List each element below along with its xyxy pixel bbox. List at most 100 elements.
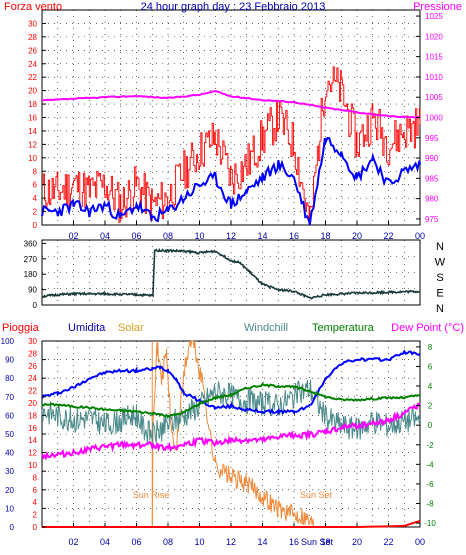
humidity-tick-label: 80 bbox=[5, 374, 14, 383]
wind-tick-label: 6 bbox=[33, 181, 38, 190]
x-tick-label: 18 bbox=[320, 537, 330, 547]
legend-pioggia: Pioggia bbox=[2, 322, 40, 334]
solar-tick-label: 30 bbox=[28, 337, 37, 346]
compass-label: N bbox=[436, 241, 444, 253]
pressure-tick-label: 990 bbox=[425, 154, 439, 163]
x-tick-label: 10 bbox=[194, 537, 204, 547]
temperature-tick-label: -4 bbox=[426, 460, 434, 469]
humidity-tick-label: 20 bbox=[5, 486, 14, 495]
x-tick-label: 08 bbox=[163, 231, 173, 241]
wind-tick-label: 10 bbox=[28, 154, 37, 163]
wind-direction-series bbox=[41, 248, 421, 300]
pressure-tick-label: 1000 bbox=[425, 114, 443, 123]
temperature-tick-label: 8 bbox=[428, 343, 433, 352]
x-tick-label: 20 bbox=[352, 231, 362, 241]
x-tick-label: 22 bbox=[383, 231, 393, 241]
solar-series bbox=[151, 340, 317, 528]
x-tick-label: 14 bbox=[257, 537, 267, 547]
wind-direction-series bbox=[41, 248, 421, 300]
solar-tick-label: 8 bbox=[33, 473, 38, 482]
pressure-tick-label: 985 bbox=[425, 174, 439, 183]
wind-tick-label: 22 bbox=[28, 73, 37, 82]
humidity-tick-label: 50 bbox=[5, 430, 14, 439]
pressure-tick-label: 980 bbox=[425, 195, 439, 204]
x-tick-label: 06 bbox=[131, 231, 141, 241]
wind-tick-label: 26 bbox=[28, 46, 37, 55]
solar-tick-label: 26 bbox=[28, 362, 37, 371]
legend-umidita: Umidita bbox=[68, 322, 106, 334]
sun-set-axis-annotation: Sun Set bbox=[301, 537, 334, 547]
solar-tick-label: 6 bbox=[33, 486, 38, 495]
pressure-tick-label: 995 bbox=[425, 134, 439, 143]
x-tick-label: 18 bbox=[320, 231, 330, 241]
x-tick-label: 22 bbox=[383, 537, 393, 547]
wind-tick-label: 30 bbox=[28, 19, 37, 28]
solar-tick-label: 22 bbox=[28, 387, 37, 396]
humidity-tick-label: 0 bbox=[10, 523, 15, 532]
solar-tick-label: 28 bbox=[28, 349, 37, 358]
x-tick-label: 00 bbox=[415, 537, 425, 547]
x-tick-label: 02 bbox=[68, 231, 78, 241]
solar-tick-label: 20 bbox=[28, 399, 37, 408]
pressure-tick-label: 1015 bbox=[425, 53, 443, 62]
pressure-tick-label: 1025 bbox=[425, 12, 443, 21]
pressure-tick-label: 975 bbox=[425, 215, 439, 224]
compass-label: S bbox=[436, 272, 443, 284]
temperature-tick-label: 4 bbox=[428, 382, 433, 391]
solar-tick-label: 2 bbox=[33, 511, 38, 520]
time-axis-top: 02 04 06 08 10 12 14 16 18 20 22 00 bbox=[68, 221, 425, 241]
weather-grid bbox=[42, 341, 420, 527]
wind-direction-plot-frame bbox=[41, 239, 421, 306]
direction-tick-label: 180 bbox=[24, 270, 38, 279]
humidity-tick-label: 60 bbox=[5, 411, 14, 420]
humidity-series bbox=[41, 349, 421, 416]
x-tick-label: 02 bbox=[68, 537, 78, 547]
solar-tick-label: 4 bbox=[33, 498, 38, 507]
x-tick-label: 16 bbox=[289, 537, 299, 547]
temperature-tick-label: 0 bbox=[428, 421, 433, 430]
solar-tick-label: 18 bbox=[28, 411, 37, 420]
direction-tick-label: 90 bbox=[28, 286, 37, 295]
wind-axis-label: Forza vento bbox=[4, 1, 62, 13]
legend-windchill: Windchill bbox=[244, 322, 288, 334]
wind-tick-label: 2 bbox=[33, 208, 38, 217]
compass-label: W bbox=[435, 257, 446, 269]
solar-tick-label: 10 bbox=[28, 461, 37, 470]
wind-tick-label: 14 bbox=[28, 127, 37, 136]
windchill-series bbox=[41, 379, 421, 445]
x-tick-label: 04 bbox=[100, 231, 110, 241]
wind-tick-label: 12 bbox=[28, 140, 37, 149]
humidity-tick-label: 40 bbox=[5, 449, 14, 458]
direction-tick-label: 360 bbox=[24, 239, 38, 248]
wind-direction-grid bbox=[42, 240, 420, 305]
x-tick-label: 12 bbox=[226, 537, 236, 547]
compass-label: N bbox=[436, 303, 444, 315]
sun-set-annotation: Sun Set bbox=[300, 490, 333, 500]
humidity-tick-label: 30 bbox=[5, 467, 14, 476]
wind-tick-label: 18 bbox=[28, 100, 37, 109]
temperature-tick-label: 2 bbox=[428, 402, 433, 411]
temperature-axis: 8 6 4 2 0 -2 -4 -6 -8 -10 bbox=[416, 343, 436, 528]
legend-temperatura: Temperatura bbox=[312, 322, 375, 334]
wind-pressure-plot-frame bbox=[41, 9, 421, 226]
wind-tick-label: 24 bbox=[28, 60, 37, 69]
x-tick-label: 10 bbox=[194, 231, 204, 241]
temperature-tick-label: -2 bbox=[426, 441, 434, 450]
x-tick-label: 16 bbox=[289, 231, 299, 241]
solar-tick-label: 12 bbox=[28, 449, 37, 458]
wind-tick-label: 8 bbox=[33, 167, 38, 176]
direction-degree-axis: 0 90 180 270 360 bbox=[24, 239, 46, 310]
pressure-axis-label: Pressione bbox=[413, 1, 462, 13]
humidity-tick-label: 100 bbox=[1, 337, 15, 346]
temperature-series bbox=[41, 381, 421, 419]
pressure-series bbox=[41, 90, 421, 119]
x-tick-label: 08 bbox=[163, 537, 173, 547]
direction-tick-label: 270 bbox=[24, 255, 38, 264]
